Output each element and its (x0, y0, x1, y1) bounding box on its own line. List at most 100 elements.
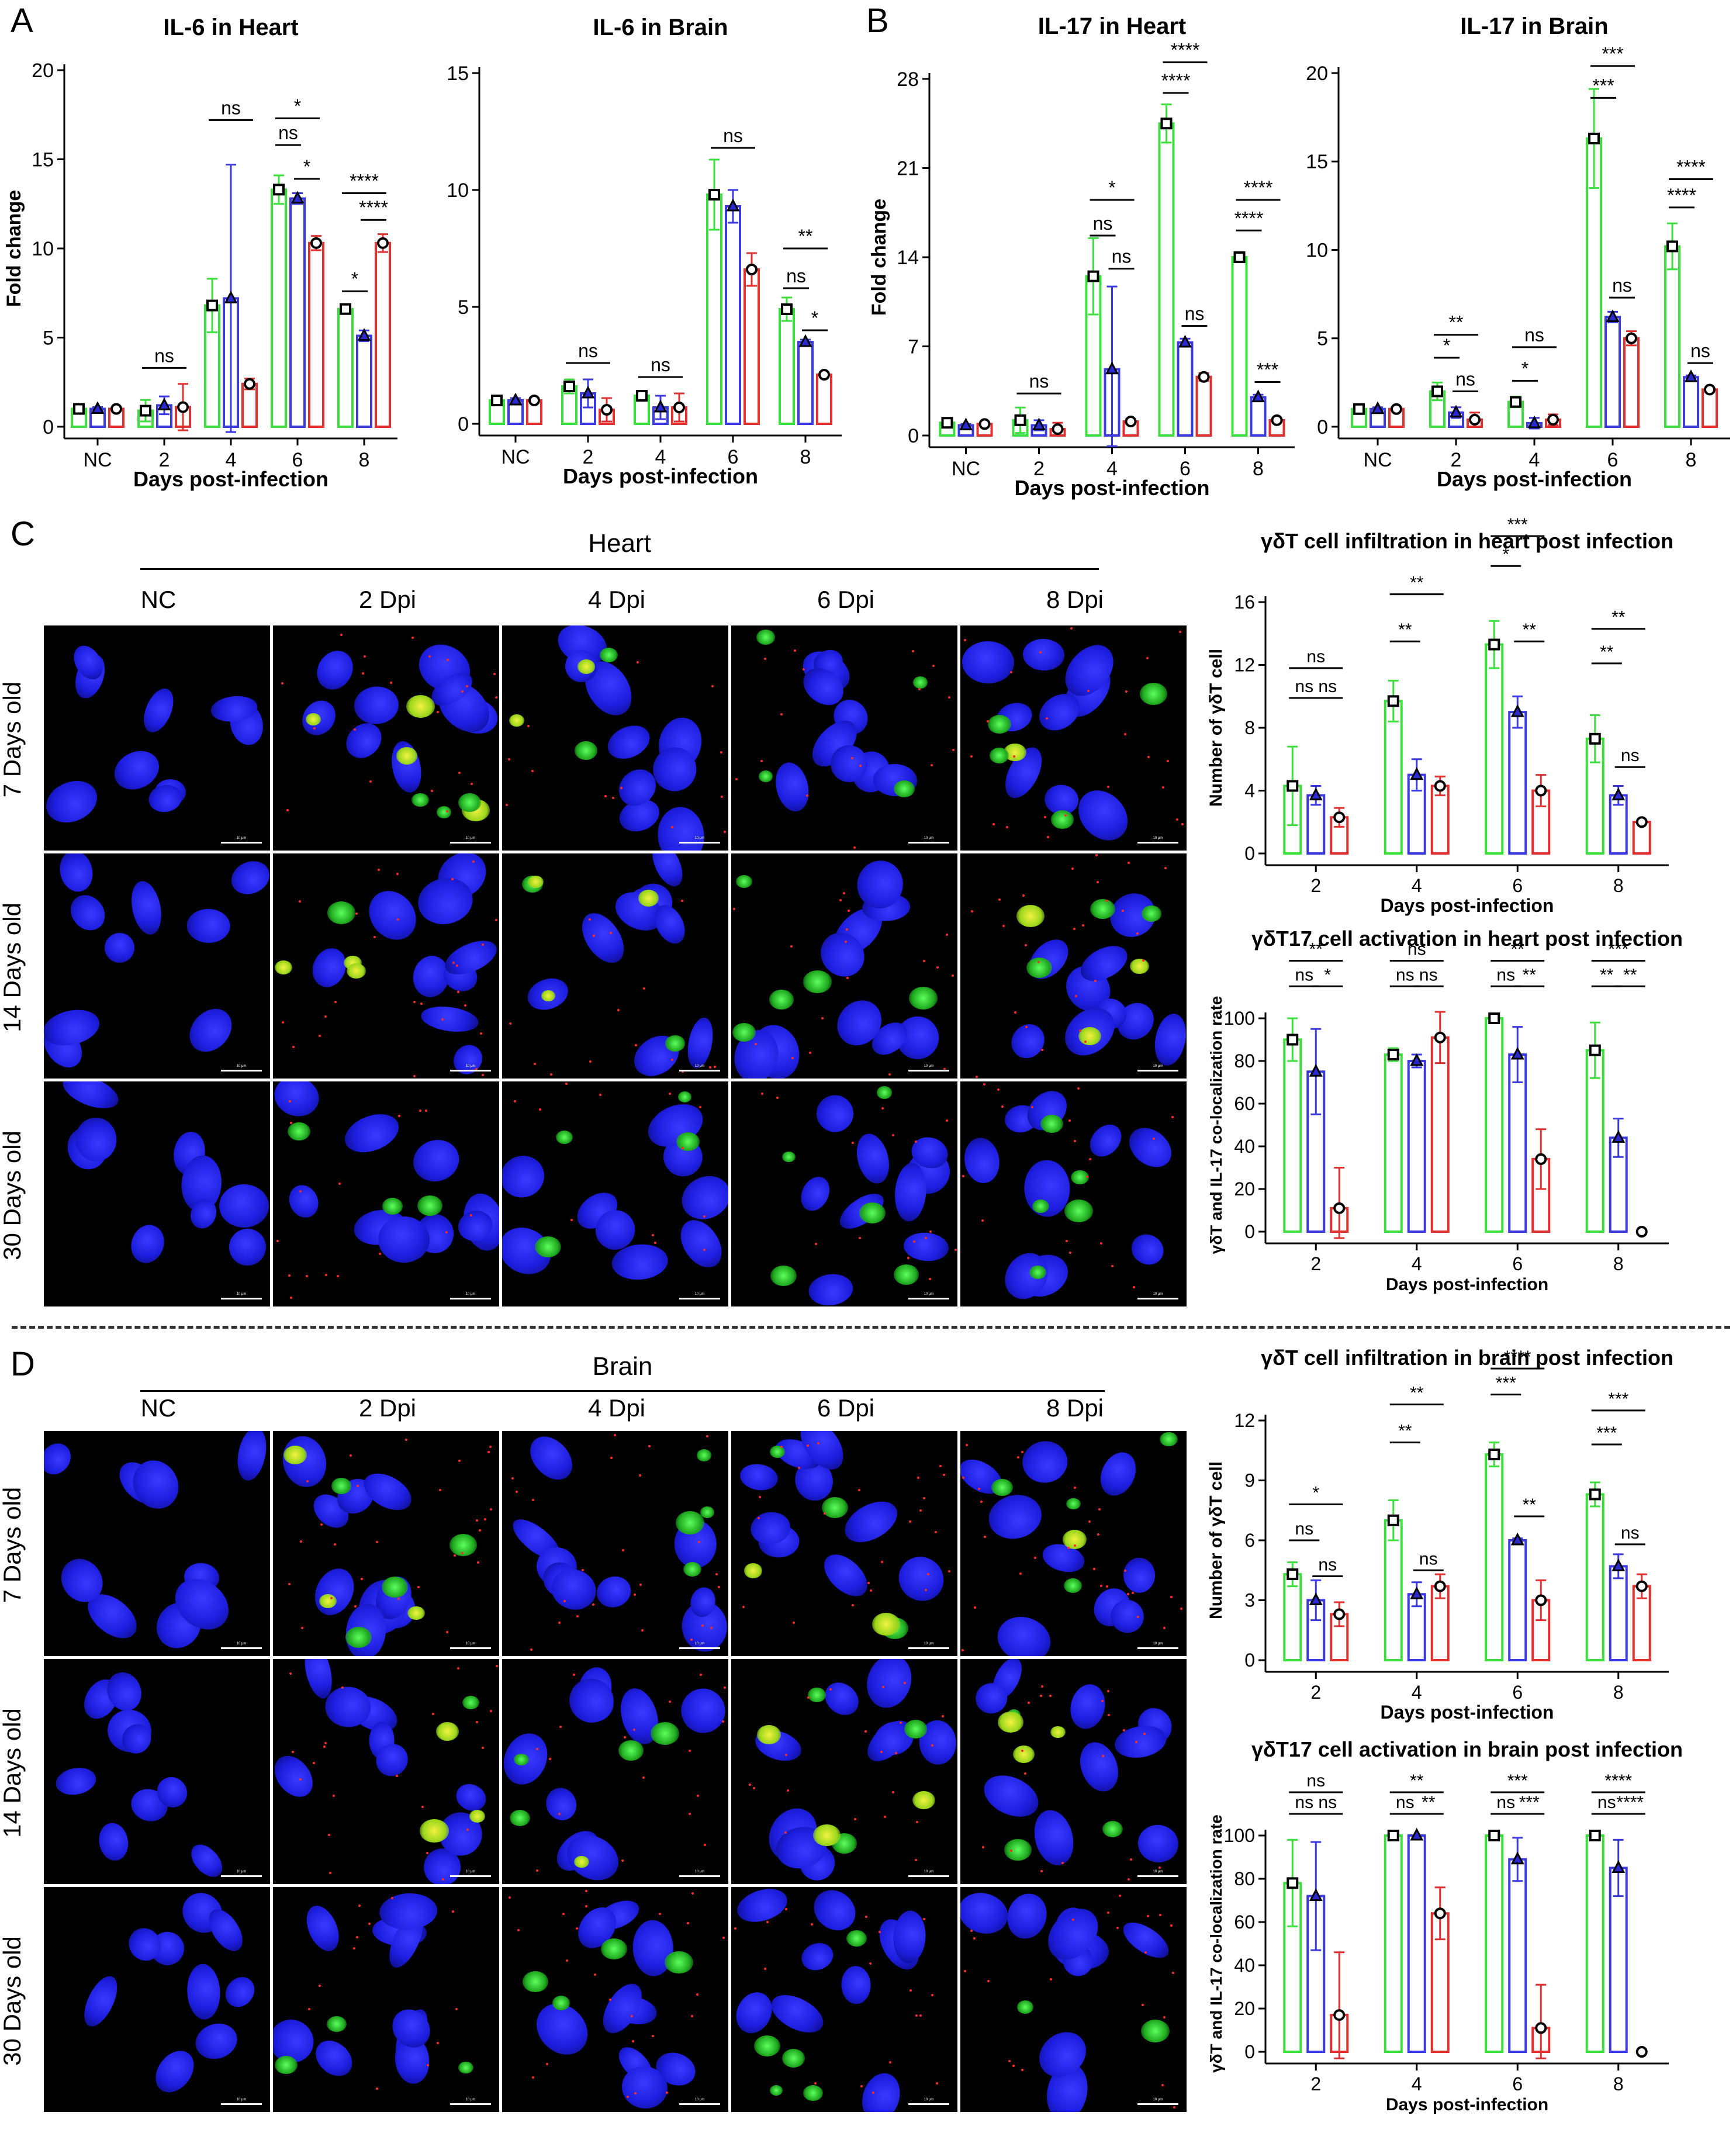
il17-dot-shape (758, 1517, 760, 1520)
il17-dot-shape (791, 1056, 794, 1059)
data-point-circle (1635, 816, 1648, 828)
il17-dot-shape (780, 713, 783, 716)
significance-label: ns (1496, 1793, 1515, 1812)
il17-dot-shape (1111, 1265, 1113, 1268)
scale-bar (908, 1875, 949, 1877)
il17-dot-shape (845, 928, 848, 931)
il17-dot-shape (631, 2015, 634, 2018)
significance-label: ns (1295, 1793, 1313, 1812)
gd-t-cell-shape (781, 2049, 805, 2068)
data-point-circle (1333, 2009, 1346, 2021)
il17-dot-shape (688, 1812, 691, 1815)
significance-label: **** (1504, 1347, 1531, 1367)
gd-t-cell-shape (522, 1971, 549, 1992)
scale-bar-label: 10 μm (465, 2098, 476, 2101)
gd-t-cell-shape (1066, 1498, 1081, 1510)
il17-dot-shape (1008, 2060, 1011, 2063)
il17-dot-shape (903, 1681, 906, 1684)
il17-dot-shape (390, 681, 393, 684)
data-point-circle (1333, 811, 1346, 824)
scale-bar (221, 1070, 262, 1072)
il17-dot-shape (722, 1937, 725, 1940)
data-point-triangle (1684, 369, 1698, 382)
x-tick-label: 4 (1412, 1682, 1422, 1703)
x-tick-label: 8 (1613, 875, 1624, 896)
significance-label: **** (1604, 1771, 1632, 1791)
il17-dot-shape (570, 1219, 573, 1222)
significance-label: ** (1523, 620, 1537, 640)
x-tick-label: 2 (1310, 1682, 1321, 1703)
y-tick-label: 4 (1244, 780, 1255, 801)
il17-dot-shape (324, 1742, 327, 1745)
il17-dot-shape (1040, 1870, 1043, 1873)
il17-dot-shape (817, 1442, 820, 1445)
il17-dot-shape (494, 918, 497, 921)
scale-bar-label: 10 μm (465, 1642, 476, 1646)
il17-dot-shape (1040, 1685, 1043, 1688)
bar (743, 268, 760, 425)
y-tick-label: 12 (1234, 655, 1255, 676)
scale-bar-label: 10 μm (1153, 1870, 1163, 1874)
gd-t-cell-shape (469, 1810, 485, 1823)
il17-dot-shape (573, 1673, 576, 1676)
scale-bar-label: 10 μm (1153, 1642, 1163, 1646)
bar (1485, 1453, 1504, 1661)
micrograph-image: 10 μm (273, 1659, 499, 1884)
il17-dot-shape (670, 1059, 673, 1062)
il17-dot-shape (690, 2014, 693, 2017)
brain-header-line (140, 1390, 1105, 1392)
data-point-triangle (1611, 787, 1626, 801)
il17-dot-shape (970, 910, 973, 912)
scale-bar (679, 1647, 720, 1649)
gd-t-cell-shape (893, 780, 915, 797)
significance-label: ns (723, 125, 743, 146)
il17-dot-shape (493, 673, 496, 676)
significance-label: ns (1419, 1549, 1438, 1568)
gd-t-cell-shape (319, 1594, 337, 1609)
scale-bar (450, 1647, 491, 1649)
gd-t-cell-shape (859, 1202, 886, 1224)
il17-dot-shape (1164, 866, 1167, 869)
bar (1508, 1858, 1527, 2053)
il17-dot-shape (447, 658, 449, 661)
il17-dot-shape (361, 672, 364, 675)
il17-dot-shape (720, 751, 723, 753)
il17-dot-shape (1159, 1914, 1162, 1917)
gd-t-cell-shape (743, 1563, 763, 1578)
il17-dot-shape (980, 1500, 983, 1503)
scale-bar (1137, 2103, 1178, 2105)
il17-dot-shape (363, 655, 366, 658)
gd-t-cell-shape (1040, 1114, 1064, 1133)
il17-dot-shape (1095, 854, 1098, 857)
il17-dot-shape (452, 1910, 455, 1913)
data-point-triangle (959, 417, 973, 431)
micrograph-image: 10 μm (731, 1659, 957, 1884)
il17-dot-shape (357, 1485, 359, 1488)
scale-bar (679, 842, 720, 844)
bar (1508, 711, 1527, 855)
gd-t-cell-shape (912, 1791, 936, 1810)
x-tick-label: 2 (583, 446, 594, 468)
data-point-circle (1333, 1202, 1346, 1214)
x-tick-label: 6 (1512, 1253, 1523, 1274)
gd-t-cell-shape (382, 1198, 403, 1215)
scale-bar (1137, 1298, 1178, 1299)
il17-dot-shape (341, 1686, 344, 1689)
y-tick-label: 15 (1306, 151, 1328, 173)
data-point-triangle (1510, 1046, 1524, 1060)
data-point-square (636, 390, 648, 402)
significance-label: * (1521, 358, 1528, 379)
scale-bar-label: 10 μm (465, 1064, 476, 1068)
il17-dot-shape (784, 1754, 787, 1757)
il17-dot-shape (809, 1051, 812, 1054)
data-point-square (1287, 1568, 1299, 1581)
y-tick-label: 15 (32, 148, 54, 171)
il17-dot-shape (1023, 1772, 1026, 1775)
scale-bar-label: 10 μm (924, 1292, 934, 1296)
il17-dot-shape (942, 1715, 945, 1718)
il17-dot-shape (652, 1234, 655, 1237)
il17-dot-shape (962, 1476, 965, 1479)
micrograph-image: 10 μm (502, 1887, 728, 2112)
data-point-circle (1547, 413, 1559, 426)
